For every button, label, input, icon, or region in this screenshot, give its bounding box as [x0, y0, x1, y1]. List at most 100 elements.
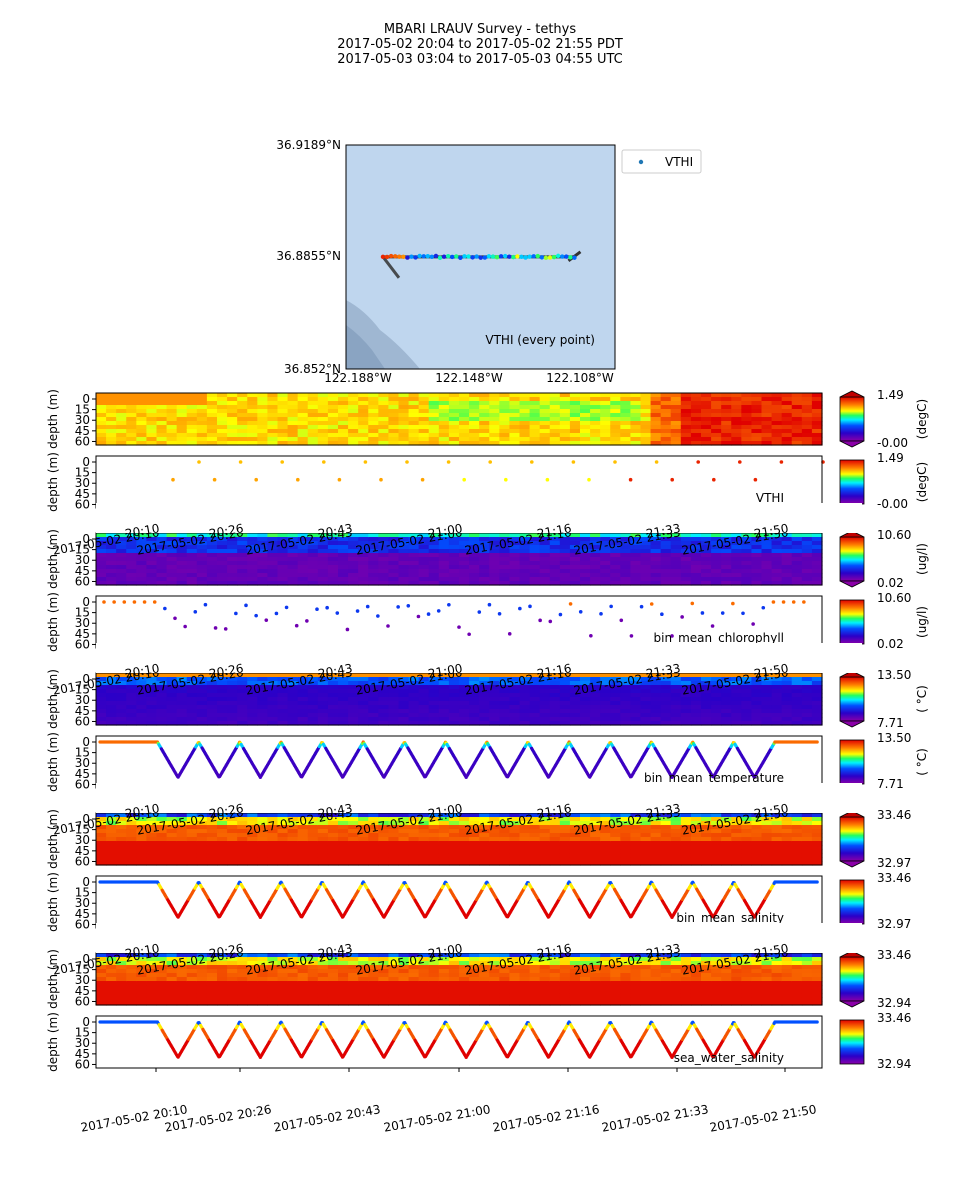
heatmap-cell: [731, 861, 742, 866]
heatmap-cell: [509, 857, 521, 862]
heatmap-cell: [660, 849, 672, 854]
heatmap-cell: [801, 813, 813, 818]
map-track-point: [462, 254, 467, 259]
heatmap-cell: [670, 549, 682, 554]
heatmap-cell: [267, 409, 279, 414]
heatmap-cell: [781, 569, 793, 574]
heatmap-cell: [569, 701, 581, 706]
heatmap-cell: [368, 857, 379, 862]
heatmap-cell: [590, 705, 601, 710]
heatmap-cell: [327, 417, 339, 422]
heatmap-cell: [549, 553, 561, 558]
heatmap-cell: [378, 853, 390, 858]
heatmap-cell: [116, 861, 127, 866]
heatmap-cell: [136, 577, 148, 582]
heatmap-cell: [186, 533, 198, 538]
heatmap-cell: [489, 569, 500, 574]
heatmap-cell: [741, 541, 753, 546]
heatmap-cell: [559, 857, 571, 862]
heatmap-cell: [670, 393, 682, 398]
heatmap-cell: [590, 845, 601, 850]
heatmap-cell: [317, 697, 329, 702]
heatmap-cell: [237, 541, 248, 546]
heatmap-cell: [227, 397, 238, 402]
heatmap-cell: [549, 421, 561, 426]
heatmap-cell: [741, 421, 753, 426]
heatmap-cell: [438, 833, 450, 838]
heatmap-cell: [711, 417, 722, 422]
heatmap-cell: [640, 397, 652, 402]
map-track-point: [568, 255, 573, 260]
heatmap-cell: [338, 861, 349, 866]
heatmap-cell: [267, 813, 279, 818]
heatmap-cell: [277, 437, 289, 442]
chlorophyll-point: [802, 600, 806, 604]
heatmap-cell: [761, 853, 773, 858]
heatmap-cell: [398, 673, 410, 678]
heatmap-cell: [711, 813, 722, 818]
heatmap-cell: [489, 421, 500, 426]
heatmap-cell: [418, 437, 430, 442]
heatmap-cell: [529, 561, 541, 566]
heatmap-cell: [620, 577, 632, 582]
heatmap-cell: [701, 853, 712, 858]
heatmap-cell: [549, 541, 561, 546]
vthi-point: [405, 460, 409, 464]
heatmap-cell: [519, 577, 531, 582]
heatmap-cell: [327, 829, 339, 834]
heatmap-cell: [590, 541, 601, 546]
vthi-point: [322, 460, 326, 464]
heatmap-cell: [146, 577, 158, 582]
heatmap-cell: [358, 417, 369, 422]
heatmap-cell: [287, 421, 299, 426]
heatmap-cell: [721, 845, 732, 850]
heatmap-cell: [771, 409, 783, 414]
heatmap-cell: [650, 681, 662, 686]
heatmap-cell: [418, 577, 430, 582]
heatmap-cell: [781, 441, 793, 446]
heatmap-cell: [610, 577, 621, 582]
heatmap-cell: [741, 821, 753, 826]
heatmap-cell: [358, 721, 369, 726]
heatmap-cell: [781, 573, 793, 578]
heatmap-cell: [307, 861, 319, 866]
heatmap-cell: [227, 405, 238, 410]
title-line-3: 2017-05-03 03:04 to 2017-05-03 04:55 UTC: [337, 52, 623, 67]
heatmap-cell: [257, 841, 269, 846]
heatmap-cell: [509, 573, 521, 578]
heatmap-cell: [600, 433, 611, 438]
heatmap-cell: [559, 693, 571, 698]
heatmap-cell: [731, 713, 742, 718]
colorbar-max-label: 1.49: [877, 451, 904, 465]
heatmap-cell: [317, 537, 329, 542]
heatmap-cell: [711, 845, 722, 850]
heatmap-cell: [519, 537, 531, 542]
heatmap-cell: [408, 705, 420, 710]
heatmap-cell: [459, 693, 470, 698]
heatmap-cell: [136, 413, 148, 418]
heatmap-cell: [338, 821, 349, 826]
heatmap-cell: [741, 861, 753, 866]
heatmap-cell: [327, 713, 339, 718]
heatmap-cell: [116, 721, 127, 726]
heatmap-cell: [519, 717, 531, 722]
heatmap-cell: [620, 709, 632, 714]
heatmap-cell: [116, 685, 127, 690]
heatmap-cell: [126, 569, 137, 574]
heatmap-cell: [186, 853, 198, 858]
heatmap-cell: [600, 709, 611, 714]
heatmap-cell: [650, 401, 662, 406]
heatmap-cell: [136, 829, 148, 834]
heatmap-cell: [186, 717, 198, 722]
heatmap-cell: [569, 557, 581, 562]
heatmap-cell: [549, 545, 561, 550]
heatmap-cell: [640, 553, 652, 558]
heatmap-cell: [731, 697, 742, 702]
heatmap-cell: [711, 709, 722, 714]
heatmap-cell: [146, 861, 158, 866]
heatmap-cell: [358, 557, 369, 562]
heatmap-cell: [317, 581, 329, 586]
heatmap-cell: [509, 417, 521, 422]
heatmap-cell: [388, 405, 400, 410]
heatmap-cell: [317, 841, 329, 846]
